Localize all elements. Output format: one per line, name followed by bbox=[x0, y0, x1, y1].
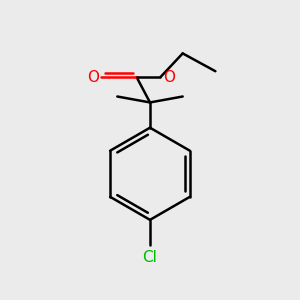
Text: O: O bbox=[163, 70, 175, 85]
Text: Cl: Cl bbox=[142, 250, 158, 265]
Text: O: O bbox=[87, 70, 99, 85]
